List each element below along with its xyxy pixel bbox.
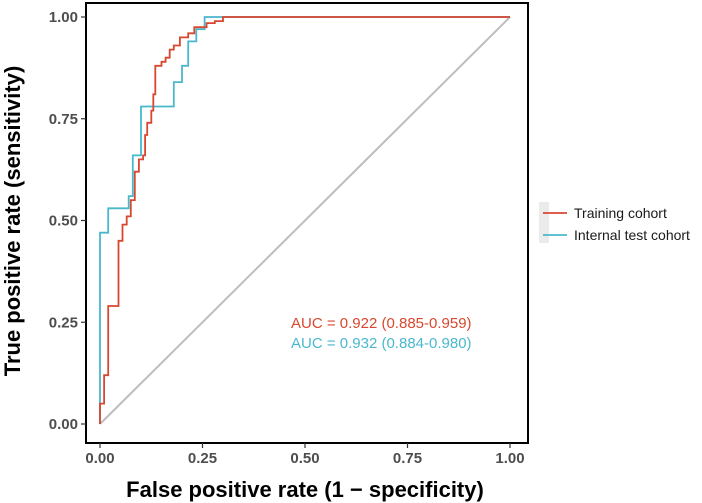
panel-border bbox=[85, 2, 529, 444]
auc-label-training: AUC = 0.922 (0.885-0.959) bbox=[291, 315, 472, 332]
y-tick-label: 0.50 bbox=[49, 213, 78, 230]
legend-label-internal-test: Internal test cohort bbox=[574, 227, 690, 243]
x-axis-title: False positive rate (1 − specificity) bbox=[126, 477, 484, 502]
x-tick-label: 1.00 bbox=[495, 450, 524, 467]
roc-curve-internal-test-cohort bbox=[99, 16, 510, 424]
legend-label-training: Training cohort bbox=[574, 205, 667, 221]
auc-annotations: AUC = 0.922 (0.885-0.959) AUC = 0.932 (0… bbox=[291, 315, 472, 352]
x-tick-label: 0.25 bbox=[188, 450, 217, 467]
x-tick-label: 0.50 bbox=[290, 450, 319, 467]
legend-key-background bbox=[539, 202, 549, 243]
axes: 0.00 0.25 0.50 0.75 1.00 0.00 0.25 0.50 0.75 1.00 bbox=[49, 2, 529, 467]
y-tick-label: 0.75 bbox=[49, 111, 78, 128]
x-tick-label: 0.00 bbox=[85, 450, 114, 467]
y-tick-label: 0.00 bbox=[49, 416, 78, 433]
x-tick-label: 0.75 bbox=[393, 450, 422, 467]
y-axis-title: True positive rate (sensitivity) bbox=[0, 66, 25, 377]
y-tick-label: 1.00 bbox=[49, 9, 78, 26]
plot-area bbox=[99, 16, 511, 425]
legend: Training cohort Internal test cohort bbox=[539, 202, 690, 243]
y-tick-label: 0.25 bbox=[49, 314, 78, 331]
roc-curve-training-cohort bbox=[99, 16, 510, 424]
auc-label-internal-test: AUC = 0.932 (0.884-0.980) bbox=[291, 335, 472, 352]
reference-diagonal-line bbox=[99, 16, 511, 425]
